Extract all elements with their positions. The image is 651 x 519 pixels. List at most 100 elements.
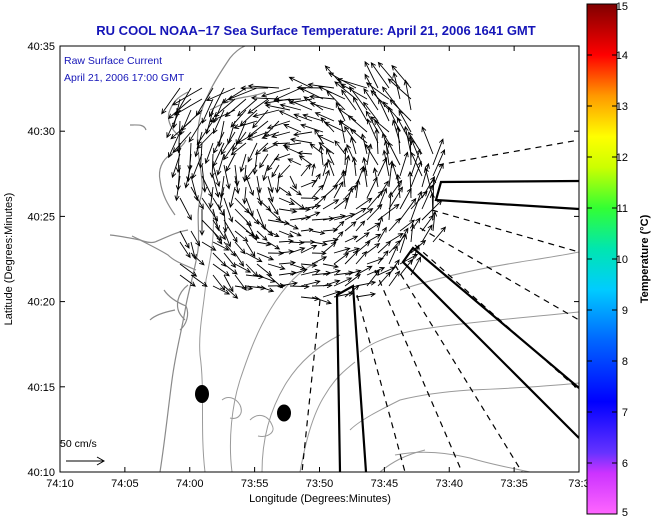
- current-vector-arrow: [327, 158, 335, 177]
- coastline-path: [159, 46, 246, 472]
- current-vector-arrow: [388, 186, 403, 210]
- current-vector-arrow: [212, 230, 223, 245]
- current-vector-arrow: [432, 148, 446, 177]
- current-vector-arrow: [382, 149, 390, 177]
- current-vector-arrow: [300, 279, 321, 287]
- current-vector-arrow: [179, 197, 192, 221]
- current-vector-arrow: [245, 164, 258, 181]
- current-vector-arrow: [270, 131, 291, 139]
- transect-line: [419, 227, 579, 321]
- transect-ribbon: [335, 284, 368, 472]
- dashed-transects: [301, 139, 579, 472]
- current-vector-arrow: [381, 86, 401, 111]
- current-vector-arrow: [337, 107, 357, 122]
- current-vector-arrow: [167, 98, 192, 120]
- current-vector-arrow: [388, 245, 398, 265]
- transect-line: [431, 209, 579, 253]
- current-vector-arrow: [273, 153, 291, 161]
- coastline-path: [167, 91, 189, 136]
- x-tick-label: 74:10: [46, 478, 74, 490]
- y-tick-label: 40:10: [27, 467, 55, 479]
- plot-area: [60, 46, 579, 472]
- current-vector-arrow: [247, 142, 258, 163]
- current-vector-arrow: [240, 85, 269, 91]
- current-vector-arrow: [388, 141, 401, 166]
- current-vector-arrow: [392, 71, 401, 100]
- current-vector-arrow: [223, 219, 238, 243]
- colorbar-tick-label: 5: [622, 507, 628, 519]
- x-axis-label: Longitude (Degrees:Minutes): [249, 493, 391, 505]
- current-vector-arrow: [344, 154, 351, 177]
- annotation-line-1: Raw Surface Current: [64, 55, 162, 67]
- current-vector-arrow: [261, 131, 280, 140]
- current-vector-arrow: [365, 110, 379, 133]
- colorbar-label: Temperature (°C): [639, 214, 651, 303]
- current-vector-arrow: [245, 197, 254, 217]
- current-vector-arrow: [366, 203, 383, 221]
- current-vector-arrow: [377, 271, 392, 287]
- current-vector-arrow: [318, 86, 346, 100]
- current-vector-arrow: [184, 164, 192, 189]
- current-vector-arrow: [377, 187, 388, 210]
- current-vector-arrow: [212, 263, 230, 277]
- current-vector-arrow: [344, 273, 361, 287]
- current-vector-arrow: [334, 81, 357, 100]
- current-vector-arrow: [333, 277, 353, 287]
- colorbar-tick-label: 14: [616, 50, 628, 62]
- current-vector-arrow: [213, 98, 225, 124]
- current-vector-arrow: [355, 250, 368, 265]
- current-vector-arrow: [322, 263, 340, 269]
- current-vector-arrow: [171, 87, 203, 106]
- current-vector-arrow: [196, 120, 214, 146]
- current-vector-arrow: [256, 230, 268, 242]
- current-vector-arrow: [278, 281, 299, 287]
- current-vector-arrow: [432, 226, 447, 243]
- current-vector-arrow: [234, 241, 246, 255]
- current-vector-arrow: [245, 252, 263, 263]
- current-vector-arrow: [344, 247, 361, 254]
- x-tick-label: 73:40: [435, 478, 463, 490]
- current-vector-arrow: [423, 166, 434, 199]
- current-vector-arrow: [179, 241, 191, 259]
- current-vector-arrow: [377, 180, 389, 199]
- current-vector-arrow: [256, 208, 266, 231]
- current-vector-arrow: [355, 178, 361, 199]
- current-vector-arrow: [274, 175, 281, 194]
- current-vector-arrow: [355, 265, 373, 276]
- current-vector-arrow: [292, 131, 313, 137]
- current-vector-arrow: [217, 186, 225, 211]
- current-vector-arrow: [347, 115, 368, 133]
- current-vector-arrow: [195, 87, 214, 117]
- coastline-path: [176, 284, 189, 321]
- current-vector-arrow: [333, 231, 344, 243]
- current-vector-arrow: [179, 263, 198, 277]
- coastline-path: [131, 229, 189, 244]
- current-vector-arrow: [225, 153, 236, 172]
- x-tick-label: 74:00: [176, 478, 204, 490]
- current-vector-arrow: [245, 230, 260, 239]
- current-vector-arrow: [333, 220, 345, 232]
- current-vector-arrow: [311, 250, 327, 256]
- current-vector-arrow: [228, 186, 236, 209]
- current-vector-arrow: [191, 153, 203, 180]
- colorbar-tick-label: 15: [616, 1, 628, 13]
- current-vector-arrow: [242, 186, 248, 205]
- current-vector-arrow: [314, 112, 335, 122]
- current-vector-arrow: [224, 98, 247, 118]
- current-vector-arrow: [326, 148, 335, 166]
- current-vector-arrow: [431, 177, 437, 210]
- current-vector-arrow: [366, 233, 382, 243]
- current-vector-arrow: [173, 98, 203, 116]
- current-vector-arrow: [388, 259, 400, 276]
- current-vector-arrow: [355, 232, 370, 243]
- current-vector-arrow: [223, 285, 239, 299]
- current-vector-arrow: [300, 227, 314, 233]
- current-vector-arrow: [236, 131, 258, 144]
- current-vector-arrow: [399, 219, 416, 232]
- current-vector-arrow: [374, 119, 390, 144]
- y-tick-label: 40:15: [27, 382, 55, 394]
- current-vector-arrow: [344, 207, 367, 221]
- current-vector-arrow: [267, 197, 279, 216]
- current-vector-arrow: [432, 210, 438, 232]
